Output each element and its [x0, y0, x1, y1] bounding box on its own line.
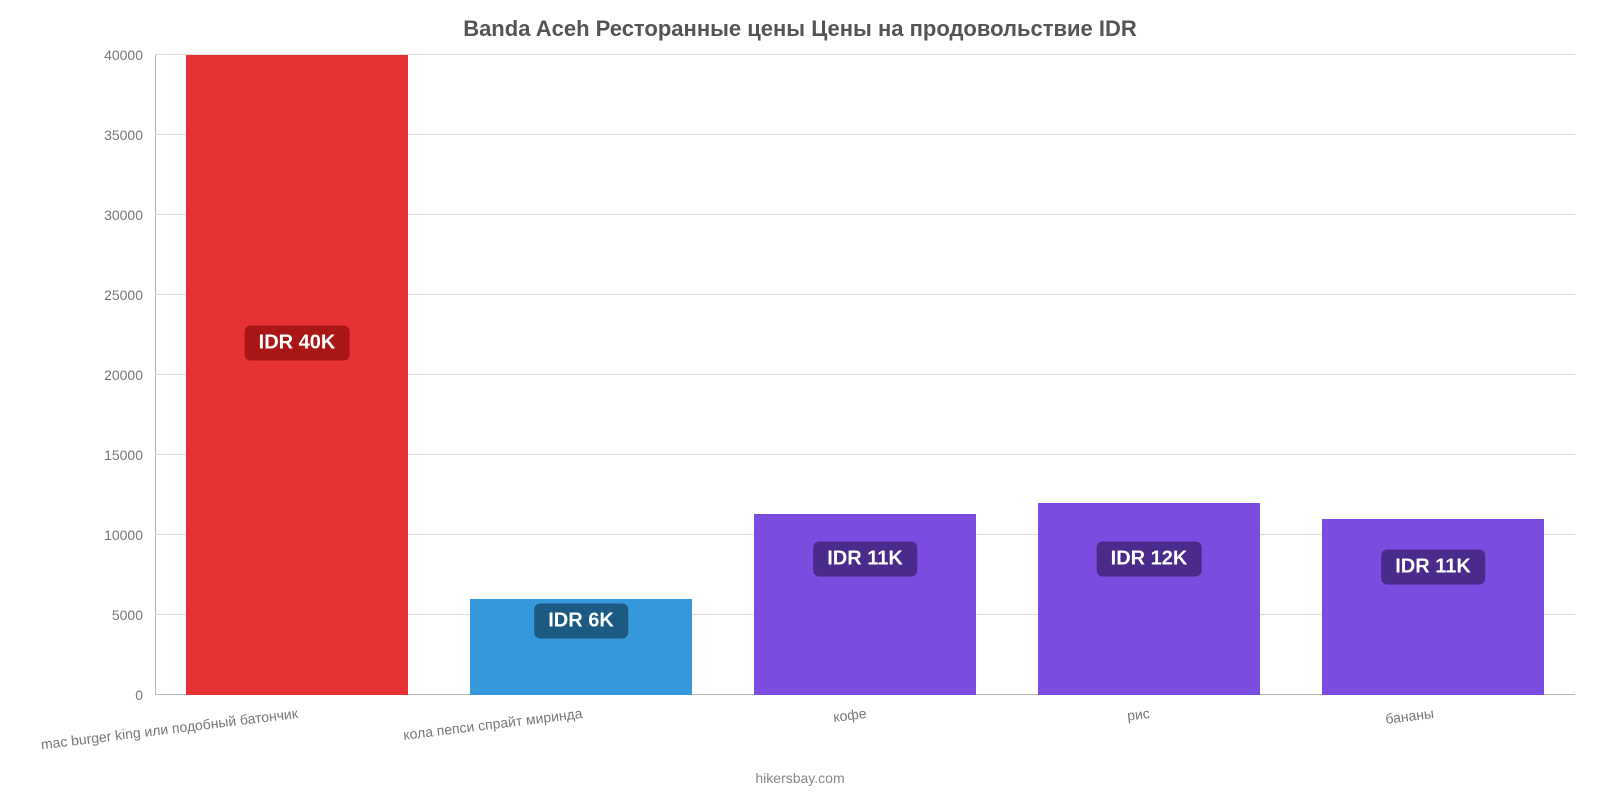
chart-title: Banda Aceh Ресторанные цены Цены на прод…: [0, 0, 1600, 42]
chart-container: Banda Aceh Ресторанные цены Цены на прод…: [0, 0, 1600, 800]
y-tick-label: 25000: [63, 287, 143, 303]
x-tick-label: кофе: [832, 705, 867, 725]
x-tick-label: рис: [1127, 705, 1151, 724]
bar: [1038, 503, 1260, 695]
y-tick-label: 20000: [63, 367, 143, 383]
y-tick-label: 40000: [63, 47, 143, 63]
bar: [1322, 519, 1544, 695]
bar-value-badge: IDR 6K: [534, 604, 628, 639]
y-tick-label: 10000: [63, 527, 143, 543]
plot-area: 0500010000150002000025000300003500040000…: [155, 55, 1575, 695]
y-tick-label: 5000: [63, 607, 143, 623]
x-tick-label: mac burger king или подобный батончик: [40, 705, 299, 752]
bar-value-badge: IDR 11K: [813, 542, 917, 577]
bar-value-badge: IDR 11K: [1381, 550, 1485, 585]
x-tick-label: кола пепси спрайт миринда: [402, 705, 583, 743]
bar: [186, 55, 408, 695]
y-tick-label: 30000: [63, 207, 143, 223]
y-tick-label: 35000: [63, 127, 143, 143]
bar-value-badge: IDR 12K: [1097, 542, 1202, 577]
bar-value-badge: IDR 40K: [245, 326, 350, 361]
y-tick-label: 15000: [63, 447, 143, 463]
y-tick-label: 0: [63, 687, 143, 703]
y-axis-line: [155, 55, 156, 695]
chart-footer: hikersbay.com: [755, 770, 844, 786]
x-tick-label: бананы: [1385, 705, 1435, 727]
